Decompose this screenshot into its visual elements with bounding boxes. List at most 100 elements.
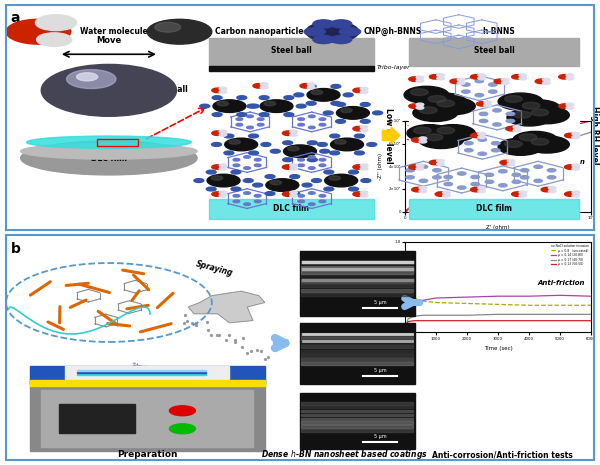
Circle shape bbox=[320, 149, 329, 153]
Circle shape bbox=[217, 101, 229, 106]
Circle shape bbox=[505, 140, 522, 147]
Text: Anti-corrosion/Anti-friction tests: Anti-corrosion/Anti-friction tests bbox=[433, 450, 573, 459]
Circle shape bbox=[270, 180, 281, 185]
Circle shape bbox=[35, 15, 77, 31]
Bar bbox=[301, 405, 413, 408]
Circle shape bbox=[283, 141, 293, 145]
Circle shape bbox=[308, 126, 315, 129]
Circle shape bbox=[457, 78, 465, 81]
Circle shape bbox=[419, 107, 437, 113]
Circle shape bbox=[319, 123, 326, 126]
Text: Steel ball: Steel ball bbox=[147, 85, 188, 94]
Bar bbox=[301, 341, 413, 344]
Bar bbox=[97, 139, 139, 146]
Circle shape bbox=[206, 187, 216, 191]
Circle shape bbox=[317, 143, 327, 146]
Circle shape bbox=[548, 186, 556, 189]
Circle shape bbox=[416, 76, 424, 79]
Circle shape bbox=[308, 167, 315, 169]
Circle shape bbox=[290, 175, 299, 179]
Text: DLC film: DLC film bbox=[273, 204, 309, 213]
Circle shape bbox=[283, 165, 294, 169]
Circle shape bbox=[572, 191, 580, 194]
Circle shape bbox=[155, 22, 181, 32]
Circle shape bbox=[484, 101, 491, 104]
Circle shape bbox=[535, 79, 547, 84]
Circle shape bbox=[471, 175, 479, 179]
Circle shape bbox=[349, 187, 358, 191]
Circle shape bbox=[512, 74, 523, 79]
Circle shape bbox=[283, 192, 294, 196]
Circle shape bbox=[331, 85, 341, 88]
Circle shape bbox=[409, 104, 421, 108]
Circle shape bbox=[416, 164, 424, 167]
Circle shape bbox=[493, 123, 501, 126]
Circle shape bbox=[298, 164, 304, 166]
Circle shape bbox=[41, 65, 176, 116]
Circle shape bbox=[461, 90, 470, 93]
Bar bbox=[301, 425, 413, 428]
Circle shape bbox=[253, 84, 265, 88]
Circle shape bbox=[224, 134, 234, 138]
Circle shape bbox=[353, 165, 365, 169]
Text: h-BNNS: h-BNNS bbox=[482, 27, 515, 36]
Circle shape bbox=[200, 104, 209, 108]
Circle shape bbox=[360, 87, 368, 90]
Circle shape bbox=[419, 190, 427, 193]
Circle shape bbox=[259, 113, 269, 117]
Circle shape bbox=[231, 187, 241, 191]
Circle shape bbox=[437, 100, 455, 107]
Circle shape bbox=[457, 172, 466, 175]
Circle shape bbox=[479, 112, 488, 115]
Bar bbox=[301, 261, 413, 264]
Circle shape bbox=[300, 84, 312, 88]
Circle shape bbox=[296, 104, 306, 108]
Circle shape bbox=[290, 167, 298, 170]
Circle shape bbox=[433, 176, 441, 179]
Circle shape bbox=[506, 112, 515, 115]
Circle shape bbox=[412, 138, 424, 142]
Bar bbox=[301, 421, 413, 424]
Text: Tribo-layer: Tribo-layer bbox=[376, 65, 410, 70]
Bar bbox=[301, 337, 413, 340]
Circle shape bbox=[498, 93, 543, 110]
Bar bbox=[409, 39, 580, 66]
Circle shape bbox=[506, 120, 515, 123]
Circle shape bbox=[444, 182, 452, 186]
Bar bbox=[65, 365, 229, 379]
Circle shape bbox=[409, 77, 421, 81]
Circle shape bbox=[266, 179, 299, 192]
Circle shape bbox=[531, 139, 549, 145]
Circle shape bbox=[219, 130, 227, 133]
Circle shape bbox=[470, 74, 482, 79]
Text: Steel ball: Steel ball bbox=[271, 46, 311, 55]
Circle shape bbox=[233, 194, 240, 197]
Circle shape bbox=[249, 104, 259, 108]
Circle shape bbox=[287, 146, 299, 151]
Circle shape bbox=[416, 167, 424, 170]
Circle shape bbox=[485, 173, 494, 176]
Circle shape bbox=[478, 133, 485, 135]
Circle shape bbox=[478, 186, 485, 189]
Circle shape bbox=[324, 187, 334, 191]
Circle shape bbox=[559, 104, 571, 108]
Bar bbox=[29, 379, 265, 452]
Bar bbox=[409, 20, 580, 219]
Circle shape bbox=[260, 83, 268, 86]
Text: Move: Move bbox=[96, 36, 122, 45]
Circle shape bbox=[298, 159, 304, 161]
Circle shape bbox=[324, 170, 334, 174]
Circle shape bbox=[257, 123, 264, 126]
Circle shape bbox=[428, 95, 446, 102]
Circle shape bbox=[335, 102, 346, 106]
Circle shape bbox=[237, 113, 247, 117]
Circle shape bbox=[520, 169, 529, 172]
Circle shape bbox=[572, 136, 580, 139]
Circle shape bbox=[407, 125, 452, 142]
Circle shape bbox=[534, 179, 542, 182]
Circle shape bbox=[519, 74, 527, 77]
Circle shape bbox=[416, 79, 424, 82]
Circle shape bbox=[169, 424, 196, 434]
Circle shape bbox=[512, 180, 521, 184]
Circle shape bbox=[437, 127, 455, 134]
